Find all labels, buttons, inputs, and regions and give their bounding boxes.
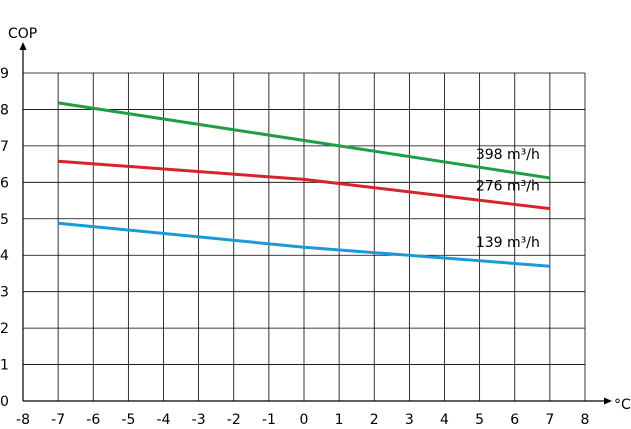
y-tick-label-7: 7 — [0, 139, 9, 155]
y-tick-label-2: 2 — [0, 321, 9, 337]
x-tick-labels: -8 -7 -6 -5 -4 -3 -2 -1 0 1 2 3 4 5 6 7 8 — [16, 412, 589, 428]
series-line-2 — [57, 221, 551, 268]
x-tick-label-12: 4 — [440, 412, 449, 428]
x-tick-label-2: -6 — [86, 412, 100, 428]
x-tick-label-10: 2 — [370, 412, 379, 428]
x-tick-label-3: -5 — [121, 412, 135, 428]
series-label-0: 398 m³/h — [476, 147, 540, 163]
y-axis-arrow — [19, 42, 27, 50]
y-tick-label-1: 1 — [0, 358, 9, 374]
y-tick-label-5: 5 — [0, 212, 9, 228]
x-tick-label-6: -2 — [227, 412, 241, 428]
x-axis-title: °C — [614, 397, 631, 413]
y-tick-label-4: 4 — [0, 248, 9, 264]
x-axis-arrow — [604, 397, 612, 405]
y-axis-title: COP — [8, 26, 37, 42]
y-tick-label-8: 8 — [0, 102, 9, 118]
series-label-1: 276 m³/h — [476, 179, 540, 195]
axes — [19, 42, 612, 405]
y-tick-label-6: 6 — [0, 175, 9, 191]
y-tick-label-3: 3 — [0, 285, 9, 301]
series-labels: 398 m³/h 276 m³/h 139 m³/h — [476, 147, 540, 251]
x-tick-label-15: 7 — [545, 412, 554, 428]
series-lines — [57, 101, 551, 268]
series-line-1 — [57, 159, 551, 211]
x-tick-label-4: -4 — [157, 412, 171, 428]
x-tick-label-16: 8 — [581, 412, 590, 428]
x-tick-label-11: 3 — [405, 412, 414, 428]
series-line-0 — [57, 101, 551, 180]
x-tick-label-0: -8 — [16, 412, 30, 428]
x-tick-label-1: -7 — [51, 412, 65, 428]
x-tick-label-14: 6 — [510, 412, 519, 428]
y-tick-label-0: 0 — [0, 394, 9, 410]
x-tick-label-5: -3 — [192, 412, 206, 428]
x-tick-label-7: -1 — [262, 412, 276, 428]
x-tick-label-9: 1 — [335, 412, 344, 428]
x-tick-label-13: 5 — [475, 412, 484, 428]
y-tick-label-9: 9 — [0, 66, 9, 82]
grid — [23, 72, 586, 401]
y-tick-labels: 0 1 2 3 4 5 6 7 8 9 — [0, 66, 9, 410]
x-tick-label-8: 0 — [300, 412, 309, 428]
series-label-2: 139 m³/h — [476, 235, 540, 251]
